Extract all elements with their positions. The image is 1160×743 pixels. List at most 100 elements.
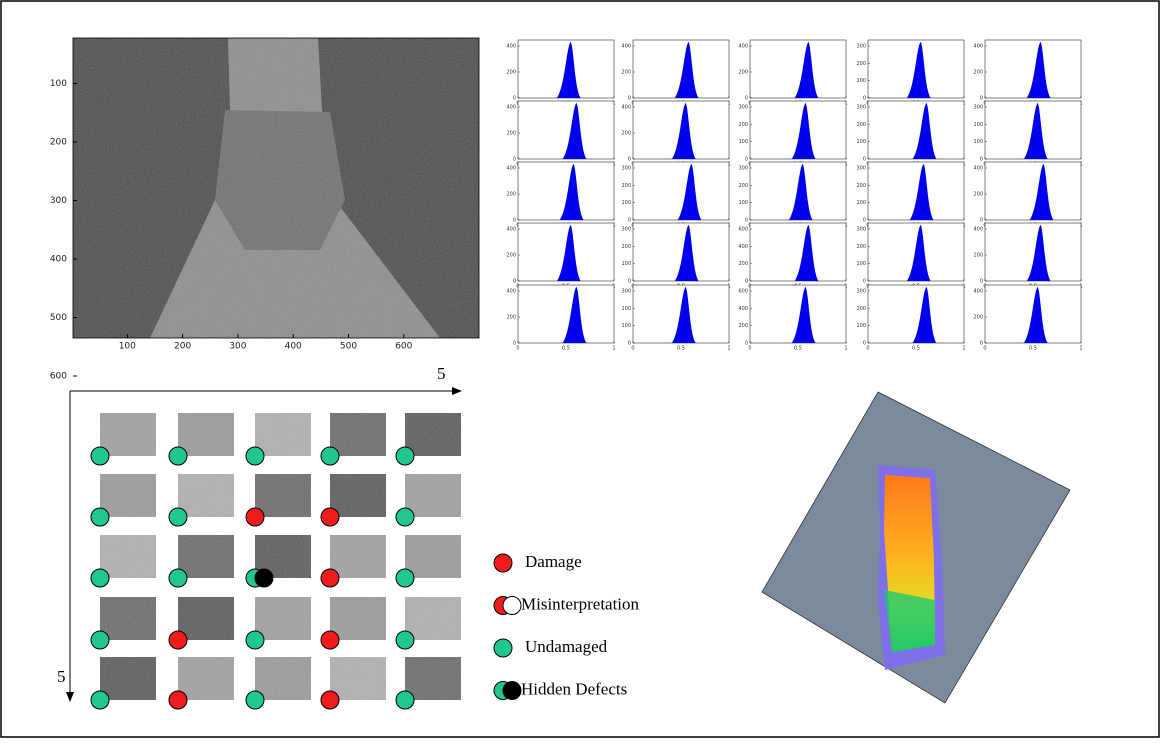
y-tick-label: 400: [738, 306, 748, 312]
histogram: 300200100000.51: [738, 162, 847, 229]
y-tick-label: 300: [621, 227, 631, 233]
marker-undamaged: [169, 447, 187, 465]
y-tick-label: 300: [973, 105, 983, 111]
y-tick-label: 400: [738, 244, 748, 250]
y-tick-label: 400: [621, 105, 631, 111]
histogram: 600400200000.51: [738, 223, 847, 290]
marker-undamaged: [246, 631, 264, 649]
histogram: 400200000.51: [506, 223, 615, 290]
histogram-frame: [868, 285, 964, 343]
y-tick-label: 300: [856, 105, 866, 111]
y-tick-label: 400: [506, 44, 516, 50]
y-tick-label: 100: [856, 323, 866, 329]
marker-undamaged: [91, 691, 109, 709]
y-tick-label: 400: [506, 166, 516, 172]
y-tick-label: 600: [738, 289, 748, 295]
tile-noise: [405, 474, 461, 517]
y-tick-label: 100: [738, 200, 748, 206]
y-tick-label: 300: [856, 289, 866, 295]
tile-noise: [255, 657, 311, 700]
y-tick-label: 100: [50, 79, 67, 89]
y-tick-label: 300: [856, 44, 866, 50]
y-tick-label: 100: [856, 200, 866, 206]
y-tick-label: 400: [50, 255, 67, 265]
histogram: 300200100000.51: [621, 162, 730, 229]
tile-noise: [405, 657, 461, 700]
x-tick-label: 400: [285, 342, 302, 352]
tile-noise: [255, 474, 311, 517]
grid-y-label: 5: [57, 667, 66, 686]
tile-noise: [100, 413, 156, 456]
y-tick-label: 200: [973, 315, 983, 321]
tile-noise: [178, 657, 234, 700]
marker-undamaged: [91, 508, 109, 526]
y-tick-label: 200: [738, 323, 748, 329]
x-tick-label: 0.5: [794, 346, 802, 352]
y-tick-label: 200: [973, 70, 983, 76]
y-tick-label: 400: [621, 44, 631, 50]
y-tick-label: 200: [621, 306, 631, 312]
marker-undamaged: [91, 569, 109, 587]
histogram: 600400200000.51: [738, 285, 847, 352]
tile-noise: [178, 597, 234, 640]
y-tick-label: 300: [621, 166, 631, 172]
marker-damage: [321, 508, 339, 526]
x-tick-label: 100: [119, 342, 136, 352]
histogram: 300200100000.51: [856, 162, 965, 229]
histogram: 300200100000.51: [973, 101, 1082, 168]
x-tick-label: 0.5: [1029, 346, 1037, 352]
y-tick-label: 100: [856, 261, 866, 267]
marker-damage: [169, 631, 187, 649]
tile-noise: [330, 657, 386, 700]
tile-noise: [330, 535, 386, 578]
tile-noise: [100, 535, 156, 578]
marker-undamaged: [91, 631, 109, 649]
marker-hidden: [255, 569, 273, 587]
y-tick-label: 100: [738, 139, 748, 145]
x-tick-label: 600: [395, 342, 412, 352]
x-tick-label: 0.5: [677, 346, 685, 352]
y-tick-label: 200: [738, 183, 748, 189]
y-tick-label: 200: [506, 131, 516, 137]
marker-undamaged: [494, 639, 512, 657]
tile-noise: [100, 597, 156, 640]
tile-noise: [178, 413, 234, 456]
marker-undamaged: [321, 447, 339, 465]
marker-damage: [169, 691, 187, 709]
y-tick-label: 600: [50, 372, 67, 382]
x-tick-label: 0.5: [562, 346, 570, 352]
marker-hidden: [503, 682, 521, 700]
histogram-frame: [633, 162, 729, 220]
y-tick-label: 400: [973, 44, 983, 50]
x-tick-label: 1: [727, 346, 730, 352]
x-tick-label: 1: [1079, 346, 1082, 352]
marker-undamaged: [169, 508, 187, 526]
histogram-frame: [985, 162, 1081, 220]
grid-x-label: 5: [437, 364, 446, 383]
marker-undamaged: [246, 691, 264, 709]
y-tick-label: 200: [856, 122, 866, 128]
histogram-frame: [518, 285, 614, 343]
y-tick-label: 100: [856, 139, 866, 145]
y-tick-label: 200: [506, 253, 516, 259]
marker-undamaged: [396, 631, 414, 649]
tile-noise: [330, 413, 386, 456]
marker-undamaged: [246, 447, 264, 465]
marker-misinterp: [503, 597, 521, 615]
y-tick-label: 400: [973, 166, 983, 172]
y-tick-label: 300: [856, 227, 866, 233]
y-tick-label: 200: [621, 183, 631, 189]
tile-noise: [405, 413, 461, 456]
x-tick-label: 0.5: [912, 346, 920, 352]
tile-noise: [178, 474, 234, 517]
marker-damage: [321, 631, 339, 649]
